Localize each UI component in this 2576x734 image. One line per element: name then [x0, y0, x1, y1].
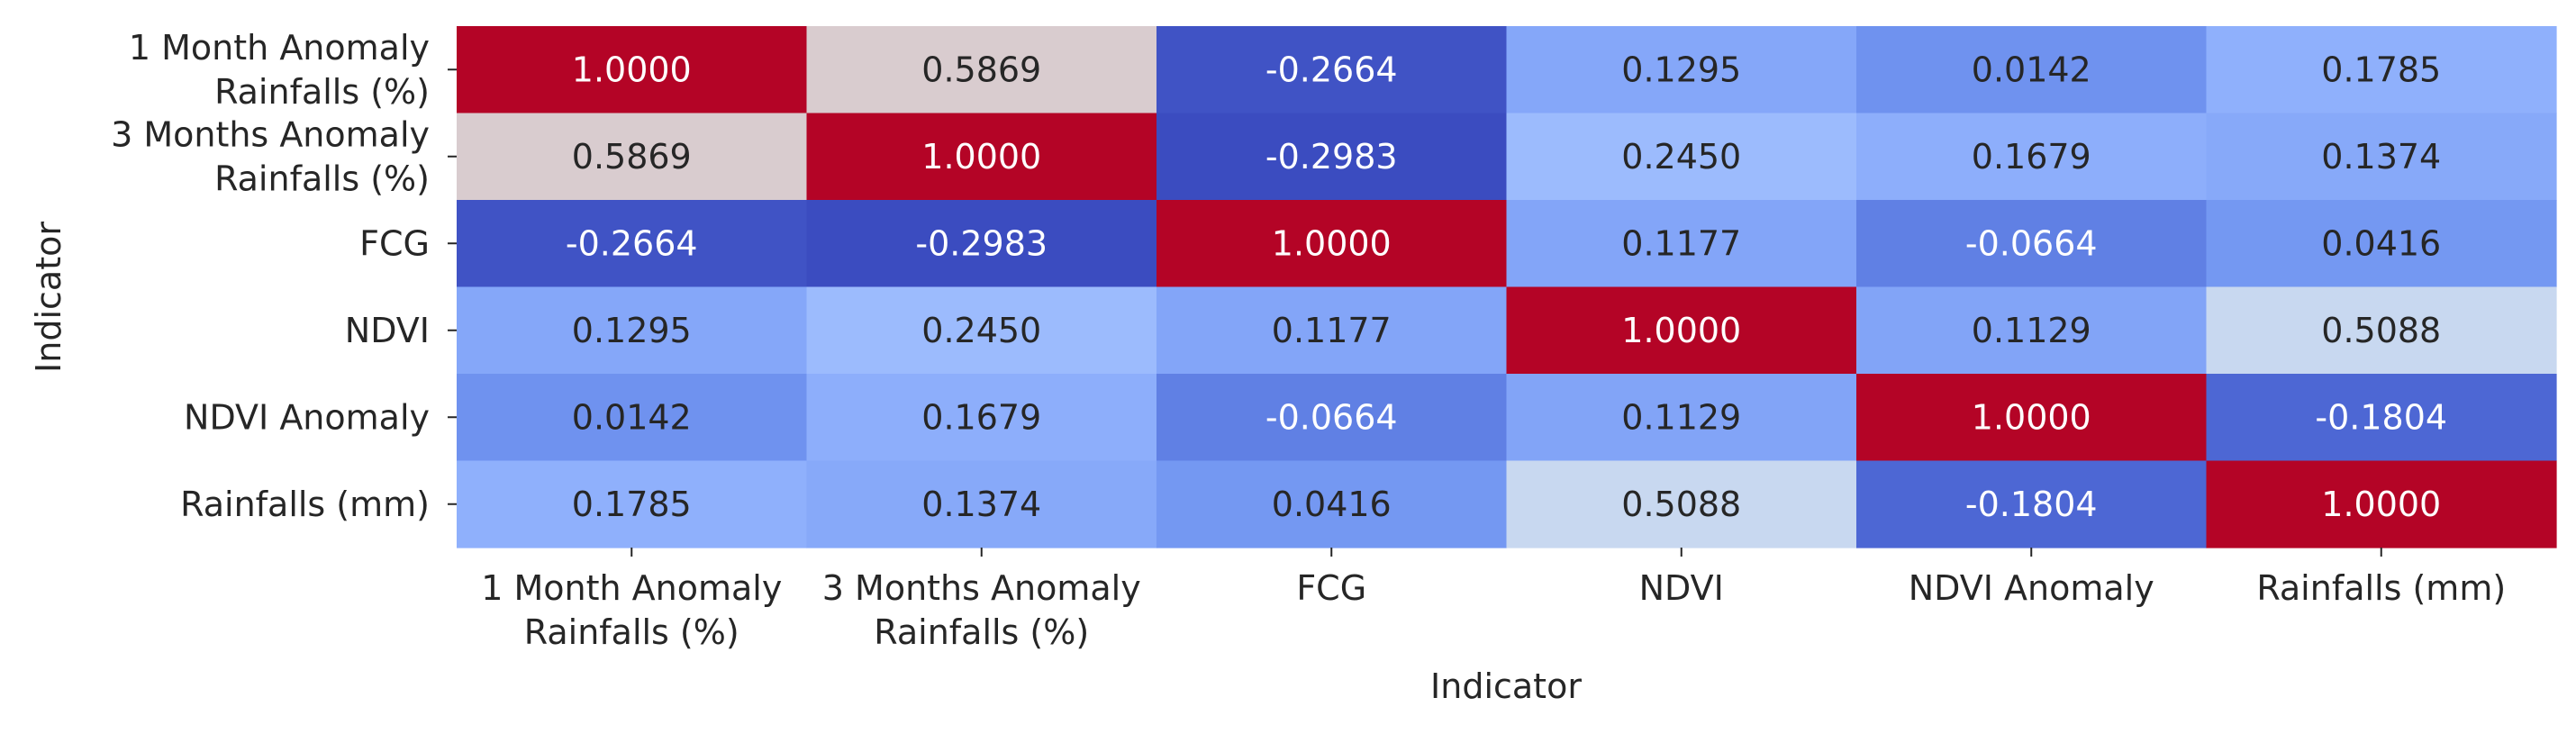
- heatmap-cell: [1156, 113, 1508, 201]
- cell-value-label: 0.0142: [1972, 50, 2091, 89]
- cell-value-label: -0.2664: [566, 223, 698, 263]
- heatmap-cell: [806, 26, 1157, 114]
- x-tick-label: Rainfalls (mm): [2256, 568, 2506, 608]
- heatmap-cell: [2206, 286, 2557, 375]
- heatmap-cell: [457, 26, 808, 114]
- heatmap-cell: [1156, 286, 1508, 375]
- cell-value-label: -0.0664: [1265, 397, 1398, 437]
- y-tick-label: Rainfalls (mm): [180, 485, 430, 524]
- heatmap-cell: [1506, 460, 1857, 548]
- heatmap-cells: [457, 26, 2557, 548]
- y-tick-label: 1 Month Anomaly Rainfalls (%): [129, 28, 430, 112]
- cell-value-label: 1.0000: [1272, 223, 1392, 263]
- heatmap-cell: [806, 460, 1157, 548]
- cell-value-label: 0.2450: [921, 311, 1041, 350]
- heatmap-cell: [1156, 200, 1508, 288]
- x-tick-label: 3 Months Anomaly Rainfalls (%): [822, 568, 1141, 652]
- cell-value-label: 1.0000: [921, 137, 1041, 177]
- cell-value-label: 0.1679: [1972, 137, 2091, 177]
- x-tick-label: FCG: [1296, 568, 1366, 608]
- heatmap-cell: [457, 200, 808, 288]
- heatmap-cell: [1156, 374, 1508, 462]
- cell-value-label: 0.1295: [1621, 50, 1741, 89]
- cell-value-label: 0.1374: [2321, 137, 2441, 177]
- cell-value-label: 0.1177: [1621, 223, 1741, 263]
- heatmap-cell: [806, 200, 1157, 288]
- cell-value-label: 1.0000: [1621, 311, 1741, 350]
- y-axis-label: Indicator: [29, 222, 68, 373]
- y-tick-label: NDVI: [345, 311, 430, 350]
- cell-value-label: 0.1374: [921, 485, 1041, 524]
- heatmap-cell: [806, 374, 1157, 462]
- heatmap-cell: [1506, 26, 1857, 114]
- cell-value-label: 0.5869: [572, 137, 692, 177]
- y-axis-ticks: 1 Month Anomaly Rainfalls (%)3 Months Ano…: [111, 28, 457, 524]
- y-tick-label: FCG: [359, 223, 430, 263]
- y-tick-label: 3 Months Anomaly Rainfalls (%): [111, 114, 430, 198]
- heatmap-cell: [457, 374, 808, 462]
- cell-value-label: 0.2450: [1621, 137, 1741, 177]
- heatmap-cell: [2206, 200, 2557, 288]
- heatmap-cell: [1506, 200, 1857, 288]
- heatmap-cell: [2206, 374, 2557, 462]
- cell-value-label: -0.1804: [2315, 397, 2447, 437]
- cell-value-label: -0.1804: [1965, 485, 2098, 524]
- cell-value-label: 0.1129: [1621, 397, 1741, 437]
- cell-value-label: 0.1679: [921, 397, 1041, 437]
- heatmap-cell: [1856, 113, 2208, 201]
- cell-value-label: 0.1295: [572, 311, 692, 350]
- heatmap-cell: [457, 460, 808, 548]
- heatmap-cell: [1856, 286, 2208, 375]
- cell-value-label: -0.0664: [1965, 223, 2098, 263]
- heatmap-cell-labels: 1.0000 0.5869 -0.2664 0.1295 0.0142 0.1785 0.5…: [566, 50, 2447, 524]
- cell-value-label: 0.1785: [572, 485, 692, 524]
- heatmap-cell: [1506, 374, 1857, 462]
- cell-value-label: 0.0416: [1272, 485, 1392, 524]
- cell-value-label: -0.2664: [1265, 50, 1398, 89]
- heatmap-cell: [1156, 460, 1508, 548]
- heatmap-cell: [1856, 200, 2208, 288]
- heatmap-cell: [1506, 113, 1857, 201]
- cell-value-label: 0.1129: [1972, 311, 2091, 350]
- heatmap-cell: [2206, 26, 2557, 114]
- heatmap-cell: [1856, 460, 2208, 548]
- heatmap-cell: [806, 286, 1157, 375]
- heatmap-cell: [1156, 26, 1508, 114]
- heatmap-cell: [2206, 113, 2557, 201]
- cell-value-label: 1.0000: [1972, 397, 2091, 437]
- x-tick-label: NDVI Anomaly: [1909, 568, 2154, 608]
- heatmap-cell: [1506, 286, 1857, 375]
- heatmap-cell: [806, 113, 1157, 201]
- cell-value-label: 0.0416: [2321, 223, 2441, 263]
- cell-value-label: 0.0142: [572, 397, 692, 437]
- cell-value-label: 0.1177: [1272, 311, 1392, 350]
- y-tick-label: NDVI Anomaly: [184, 397, 430, 437]
- cell-value-label: -0.2983: [915, 223, 1048, 263]
- cell-value-label: -0.2983: [1265, 137, 1398, 177]
- cell-value-label: 0.5088: [1621, 485, 1741, 524]
- x-tick-label: 1 Month Anomaly Rainfalls (%): [481, 568, 782, 652]
- x-axis-ticks: 1 Month Anomaly Rainfalls (%) 3 Months Ano…: [481, 548, 2506, 652]
- heatmap-cell: [457, 286, 808, 375]
- cell-value-label: 1.0000: [2321, 485, 2441, 524]
- heatmap-cell: [457, 113, 808, 201]
- x-tick-label: NDVI: [1639, 568, 1724, 608]
- cell-value-label: 0.1785: [2321, 50, 2441, 89]
- cell-value-label: 0.5869: [921, 50, 1041, 89]
- heatmap-cell: [2206, 460, 2557, 548]
- cell-value-label: 0.5088: [2321, 311, 2441, 350]
- heatmap-cell: [1856, 26, 2208, 114]
- heatmap-cell: [1856, 374, 2208, 462]
- x-axis-label: Indicator: [1430, 666, 1582, 706]
- cell-value-label: 1.0000: [572, 50, 692, 89]
